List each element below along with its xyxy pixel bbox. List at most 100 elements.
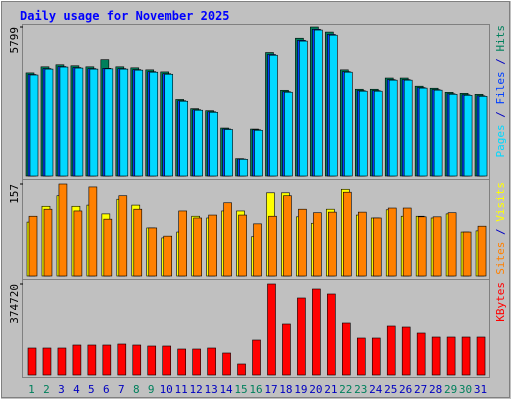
- legend-entry: Pages: [494, 124, 507, 157]
- bar: [314, 29, 323, 177]
- bar: [147, 345, 157, 376]
- bar: [448, 93, 458, 177]
- bar: [132, 344, 142, 376]
- legend: Sites / Visits: [494, 182, 507, 275]
- bar: [283, 195, 292, 277]
- bar: [74, 67, 84, 177]
- y-tick-label: 157: [8, 184, 21, 204]
- y-tick-label: 5799: [8, 27, 21, 54]
- legend-separator: /: [494, 52, 507, 72]
- bar: [416, 332, 426, 376]
- bar: [432, 216, 442, 277]
- bar: [239, 158, 248, 177]
- x-tick-label: 9: [148, 383, 155, 396]
- frame: [22, 24, 490, 378]
- bar: [299, 40, 308, 177]
- x-tick-label: 24: [369, 383, 383, 396]
- bar: [149, 71, 159, 177]
- x-tick-label: 13: [204, 383, 217, 396]
- x-tick-label: 4: [73, 383, 80, 396]
- x-tick-label: 6: [103, 383, 110, 396]
- bar: [252, 339, 261, 376]
- bar: [238, 214, 247, 277]
- bar: [282, 323, 291, 376]
- x-tick-label: 31: [474, 383, 487, 396]
- bar: [253, 223, 262, 277]
- bar: [254, 129, 263, 177]
- x-tick-label: 11: [175, 383, 188, 396]
- x-tick-label: 10: [160, 383, 173, 396]
- bar: [462, 231, 472, 277]
- bar: [222, 352, 231, 376]
- legend-entry: Hits: [494, 25, 507, 52]
- bar: [386, 325, 396, 376]
- bar: [418, 87, 428, 177]
- bar: [237, 363, 246, 376]
- bar: [284, 91, 293, 177]
- x-tick-label: 27: [414, 383, 427, 396]
- bar: [58, 183, 68, 277]
- bar: [387, 207, 397, 277]
- bar: [224, 129, 233, 177]
- bar: [178, 210, 187, 277]
- bar: [461, 336, 471, 376]
- x-tick-label: 7: [118, 383, 125, 396]
- x-tick-label: 14: [219, 383, 233, 396]
- bar: [57, 347, 67, 376]
- bar: [164, 73, 174, 177]
- legend-entry: KBytes: [494, 282, 507, 322]
- bar: [268, 215, 277, 277]
- x-tick-label: 12: [190, 383, 203, 396]
- x-tick-label: 2: [43, 383, 50, 396]
- bar: [29, 74, 39, 177]
- bar: [431, 336, 441, 376]
- legend: KBytes: [494, 282, 507, 322]
- bar: [44, 68, 54, 177]
- bar: [371, 337, 381, 376]
- bar: [207, 347, 216, 376]
- bar: [118, 195, 128, 277]
- bar: [103, 218, 113, 277]
- bar: [59, 66, 69, 177]
- bar: [417, 216, 427, 277]
- legend-separator: /: [494, 105, 507, 125]
- x-tick-label: 30: [459, 383, 472, 396]
- bar: [89, 68, 99, 177]
- x-tick-label: 20: [309, 383, 322, 396]
- bar: [267, 283, 276, 376]
- bar: [402, 207, 412, 277]
- legend-separator: /: [494, 222, 507, 242]
- bar: [343, 191, 352, 277]
- bar: [133, 208, 143, 277]
- x-tick-label: 5: [88, 383, 95, 396]
- bar: [28, 215, 38, 277]
- bar: [194, 109, 203, 177]
- bar: [476, 336, 486, 376]
- bar: [162, 345, 172, 376]
- bar: [192, 348, 201, 376]
- bar: [463, 95, 473, 177]
- bar: [447, 212, 457, 277]
- x-tick-label: 1: [28, 383, 35, 396]
- x-tick-label: 28: [429, 383, 442, 396]
- bar: [357, 211, 367, 277]
- bar: [446, 336, 456, 376]
- x-tick-label: 16: [249, 383, 262, 396]
- bar: [329, 34, 338, 177]
- bar: [163, 235, 173, 277]
- legend: Pages / Files / Hits: [494, 25, 507, 158]
- bar: [134, 69, 144, 177]
- bar: [312, 288, 321, 376]
- bar: [328, 211, 337, 277]
- bar: [342, 322, 351, 376]
- bar: [403, 79, 413, 177]
- bar: [478, 96, 488, 177]
- bar: [356, 337, 366, 376]
- bar: [388, 79, 398, 177]
- legend-entry: Sites: [494, 242, 507, 275]
- x-tick-label: 25: [384, 383, 397, 396]
- bar: [88, 186, 98, 277]
